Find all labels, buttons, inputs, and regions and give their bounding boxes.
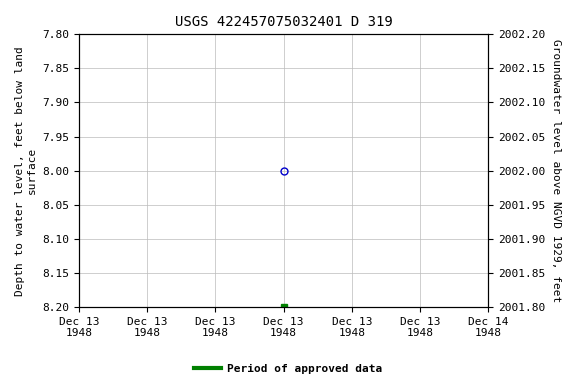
Title: USGS 422457075032401 D 319: USGS 422457075032401 D 319 [175, 15, 393, 29]
Y-axis label: Depth to water level, feet below land
surface: Depth to water level, feet below land su… [15, 46, 37, 296]
Legend: Period of approved data: Period of approved data [190, 359, 386, 379]
Y-axis label: Groundwater level above NGVD 1929, feet: Groundwater level above NGVD 1929, feet [551, 39, 561, 302]
